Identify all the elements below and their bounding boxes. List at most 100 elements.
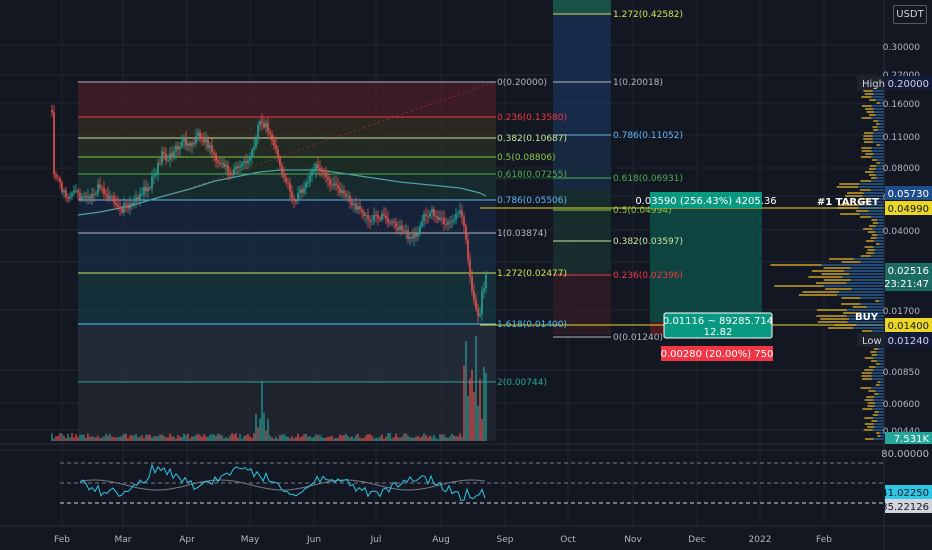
volume-bar: [425, 435, 427, 441]
vp-bar: [863, 138, 873, 140]
low-tag-name-box: [857, 333, 893, 347]
volume-bar: [225, 437, 227, 441]
volume-bar: [55, 435, 57, 441]
volume-bar: [111, 437, 113, 441]
candle-body: [151, 176, 153, 189]
candle-body: [239, 166, 241, 168]
volume-bar: [245, 435, 247, 441]
volume-bar: [423, 433, 425, 441]
vp-bar: [873, 153, 884, 155]
vp-bar: [869, 165, 877, 167]
candle-body: [259, 120, 261, 126]
vp-bar: [872, 135, 884, 137]
price-axis[interactable]: 0.300000.220000.160000.110000.080000.055…: [883, 43, 920, 437]
vp-bar: [860, 387, 872, 389]
volume-bar: [233, 434, 235, 441]
volume-bar: [483, 366, 485, 441]
vp-bar: [860, 180, 872, 182]
vp-bar: [864, 357, 874, 359]
current-tag-box: [885, 263, 932, 291]
candle-body: [305, 182, 307, 188]
volume-bar: [179, 436, 181, 441]
resist-tag-box: [885, 186, 932, 200]
volume-bar: [309, 436, 311, 441]
vp-bar: [880, 381, 884, 383]
candle-body: [341, 190, 343, 193]
candle-body: [321, 169, 323, 172]
vp-bar: [862, 408, 873, 410]
volume-bar: [97, 435, 99, 441]
vp-bar: [866, 111, 875, 113]
vp-bar: [871, 360, 877, 362]
volume-bar: [459, 433, 461, 441]
volume-bar: [319, 434, 321, 441]
fib-right-labels: 1.272(0.42582) 1(0.20018) 0.786(0.11052) 0.…: [613, 10, 683, 343]
candle-body: [127, 204, 129, 209]
vp-bar: [861, 372, 872, 374]
vp-bar: [860, 216, 871, 218]
volume-bar: [363, 438, 365, 441]
candle-body: [439, 217, 441, 220]
vp-bar: [871, 354, 878, 356]
candle-body: [463, 216, 465, 226]
time-axis[interactable]: Feb Mar Apr May Jun Jul Aug Sep Oct Nov Dec 2022 Feb: [54, 535, 832, 545]
volume-bar: [447, 437, 449, 441]
candle-body: [465, 225, 467, 240]
currency-button[interactable]: USDT: [893, 5, 927, 24]
volume-bar: [449, 436, 451, 441]
volume-bar: [307, 436, 309, 441]
ext-zone: [553, 190, 611, 275]
fib-retracement[interactable]: [78, 81, 496, 441]
volume-bar: [393, 437, 395, 441]
candle-body: [207, 139, 209, 149]
candle-body: [357, 206, 359, 210]
candle-body: [73, 190, 75, 193]
volume-bar: [469, 378, 471, 441]
vp-bar: [873, 108, 884, 110]
vp-bar: [875, 300, 880, 302]
vp-bar: [871, 234, 878, 236]
volume-bar: [269, 435, 271, 441]
candle-body: [203, 138, 205, 143]
volume-bar: [303, 434, 305, 441]
vp-bar: [877, 420, 884, 422]
volume-bar: [135, 433, 137, 441]
candle-body: [315, 164, 317, 171]
volume-bar: [79, 434, 81, 441]
vp-bar: [869, 99, 876, 101]
candle-body: [475, 299, 477, 309]
candle-body: [97, 184, 99, 194]
candle-body: [85, 195, 87, 198]
volume-bar: [89, 436, 91, 441]
volume-bar: [353, 438, 355, 441]
volume-bar: [65, 438, 67, 441]
candle-body: [295, 200, 297, 202]
vp-bar: [869, 174, 876, 176]
volume-bar: [385, 436, 387, 441]
volume-bar: [77, 436, 79, 441]
candle-body: [155, 173, 157, 176]
volume-bars: [51, 336, 487, 441]
volume-bar: [417, 435, 419, 441]
candle-body: [243, 161, 245, 164]
volume-bar: [85, 437, 87, 441]
vp-bar: [874, 393, 879, 395]
candle-body: [67, 197, 69, 200]
low-tag-box: [885, 333, 932, 347]
candles: [51, 104, 487, 323]
candle-body: [451, 221, 453, 223]
volume-bar: [329, 436, 331, 441]
candle-body: [53, 112, 55, 175]
vp-bar: [866, 396, 875, 398]
candle-body: [271, 134, 273, 141]
vp-bar: [879, 102, 884, 104]
volume-bar: [265, 430, 267, 441]
vp-bar: [859, 183, 884, 185]
fib-level-label: 1(0.03874): [497, 229, 547, 239]
vp-bar: [861, 96, 872, 98]
volume-bar: [109, 433, 111, 441]
vp-bar: [872, 228, 884, 230]
volume-bar: [389, 433, 391, 441]
vp-bar: [827, 327, 854, 329]
